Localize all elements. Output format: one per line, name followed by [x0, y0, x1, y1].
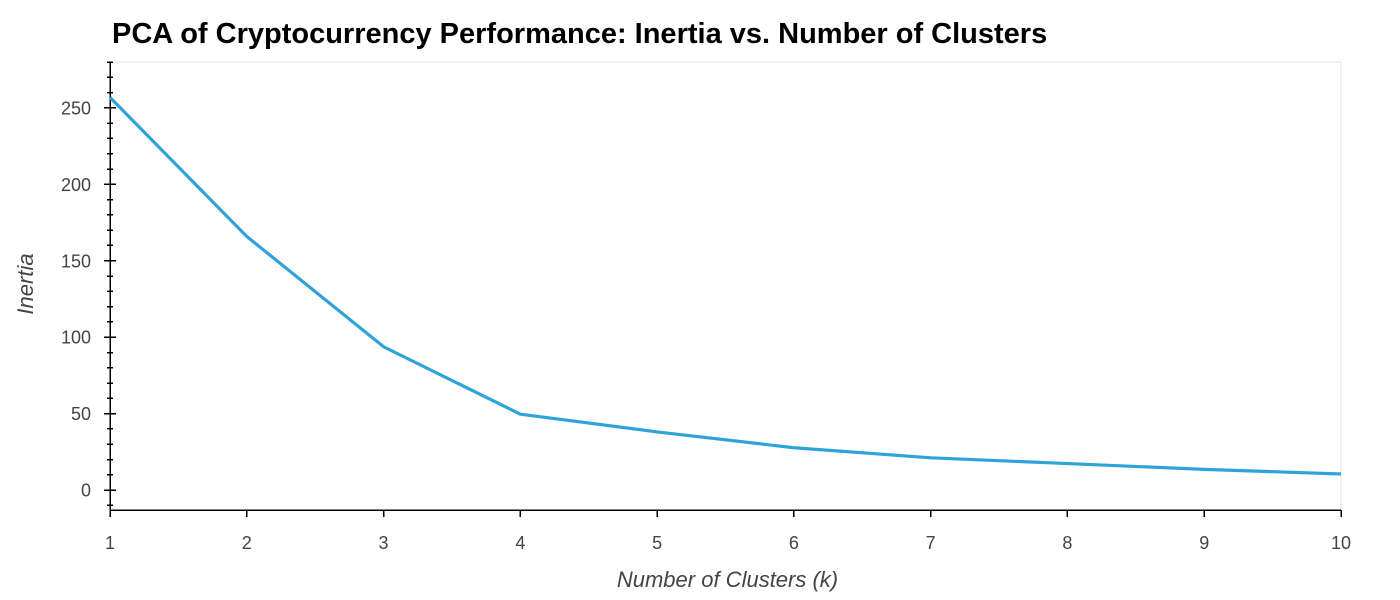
x-tick-label: 3: [379, 533, 389, 553]
x-tick-label: 4: [515, 533, 525, 553]
y-axis-label: Inertia: [13, 253, 38, 314]
x-axis-label: Number of Clusters (k): [617, 567, 838, 592]
y-axis: 0 50 100 150 200 250: [61, 61, 116, 510]
chart-title: PCA of Cryptocurrency Performance: Inert…: [112, 18, 1047, 50]
x-tick-label: 6: [789, 533, 799, 553]
y-tick-label: 250: [61, 98, 91, 118]
y-tick-label: 100: [61, 328, 91, 348]
x-tick-label: 9: [1199, 533, 1209, 553]
y-tick-label: 200: [61, 175, 91, 195]
y-tick-label: 50: [71, 404, 91, 424]
series-layer: [108, 96, 1342, 476]
y-tick-label: 150: [61, 251, 91, 271]
series-line-1: [108, 96, 1342, 476]
y-tick-label: 0: [81, 481, 91, 501]
x-tick-label: 8: [1062, 533, 1072, 553]
x-axis: 1 2 3 4 5 6 7 8 9 10: [105, 509, 1351, 553]
x-tick-label: 5: [652, 533, 662, 553]
x-tick-label: 1: [105, 533, 115, 553]
x-tick-label: 7: [926, 533, 936, 553]
x-tick-label: 2: [242, 533, 252, 553]
x-tick-label: 10: [1331, 533, 1351, 553]
